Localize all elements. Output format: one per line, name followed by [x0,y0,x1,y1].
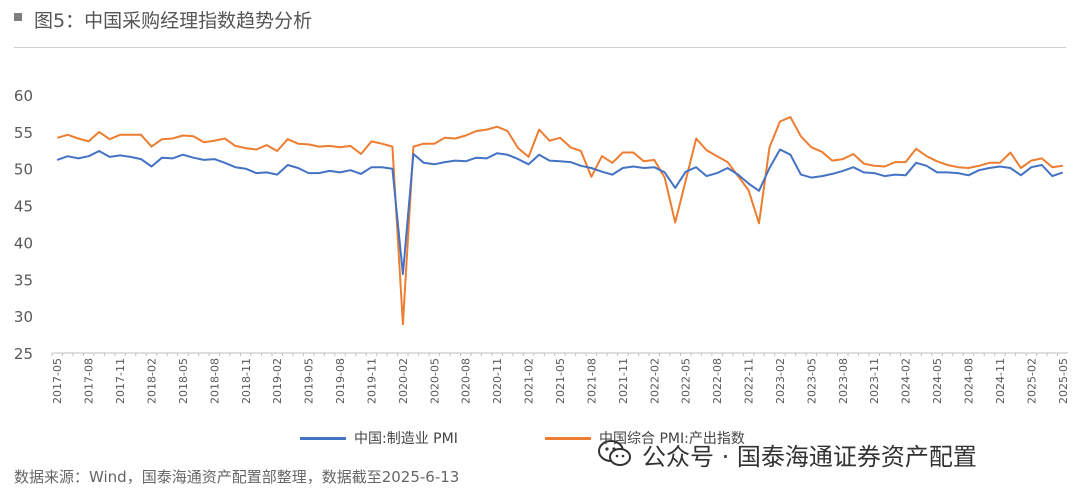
legend-label-manufacturing: 中国:制造业 PMI [354,431,458,447]
chart-legend: 中国:制造业 PMI 中国综合 PMI:产出指数 [300,428,860,448]
x-tick-label: 2021-08 [585,358,598,404]
wechat-watermark: 公众号 · 国泰海通证券资产配置 [598,436,977,472]
y-tick-label: 50 [14,161,33,179]
x-tick-label: 2018-08 [208,358,221,404]
watermark-text: 公众号 · 国泰海通证券资产配置 [642,442,977,471]
legend-item-manufacturing: 中国:制造业 PMI [300,428,458,448]
series-line-manufacturing-pmi [56,148,1064,276]
x-tick-label: 2019-05 [303,358,316,404]
y-tick-label: 55 [14,124,33,142]
chart-header: 图5：中国采购经理指数趋势分析 [0,0,1080,48]
x-tick-label: 2024-11 [994,358,1007,404]
chart-title: 图5：中国采购经理指数趋势分析 [34,10,313,32]
x-tick-label: 2021-11 [617,358,630,404]
series-line-composite-pmi-output [56,116,1063,326]
x-tick-label: 2020-11 [491,358,504,404]
x-tick-label: 2020-08 [460,358,473,404]
x-tick-label: 2024-05 [931,358,944,404]
x-tick-label: 2023-08 [837,358,850,404]
data-source-note: 数据来源：Wind，国泰海通资产配置部整理，数据截至2025-6-13 [14,468,460,486]
x-tick-label: 2022-08 [711,358,724,404]
x-tick-label: 2022-02 [648,358,661,404]
y-tick-label: 25 [14,345,33,363]
x-tick-label: 2019-02 [271,358,284,404]
x-tick-label: 2022-11 [743,358,756,404]
x-tick-label: 2020-05 [428,358,441,404]
x-tick-label: 2023-11 [868,358,881,404]
legend-label-composite: 中国综合 PMI:产出指数 [599,431,745,447]
x-axis: 2017-05 2017-08 2017-11 2018-02 2018-05 2018-… [51,352,1070,404]
x-tick-label: 2023-05 [805,358,818,404]
x-tick-label: 2024-08 [962,358,975,404]
legend-swatch-composite [545,436,591,440]
y-tick-label: 40 [14,234,33,252]
x-tick-label: 2025-05 [1057,358,1070,404]
x-tick-label: 2017-05 [51,358,64,404]
wechat-icon [598,440,631,466]
x-tick-label: 2018-11 [240,358,253,404]
x-tick-label: 2021-05 [554,358,567,404]
x-tick-label: 2025-02 [1025,358,1038,404]
x-tick-label: 2023-02 [774,358,787,404]
title-marker [14,13,22,21]
x-tick-label: 2019-11 [365,358,378,404]
y-tick-label: 60 [14,87,33,105]
legend-swatch-manufacturing [300,436,346,440]
header-divider [14,47,1066,48]
x-tick-label: 2020-02 [397,358,410,404]
y-tick-label: 30 [14,308,33,326]
x-tick-label: 2019-08 [334,358,347,404]
series-lines [56,116,1064,326]
x-tick-label: 2017-08 [83,358,96,404]
legend-item-composite: 中国综合 PMI:产出指数 [545,428,745,448]
x-tick-label: 2018-02 [146,358,159,404]
y-tick-label: 45 [14,198,33,216]
x-tick-label: 2022-05 [680,358,693,404]
x-tick-label: 2018-05 [177,358,190,404]
x-tick-label: 2017-11 [114,358,127,404]
y-tick-label: 35 [14,271,33,289]
y-axis: 25 30 35 40 45 50 55 60 [14,87,33,363]
x-tick-label: 2024-02 [900,358,913,404]
x-tick-label: 2021-02 [523,358,536,404]
